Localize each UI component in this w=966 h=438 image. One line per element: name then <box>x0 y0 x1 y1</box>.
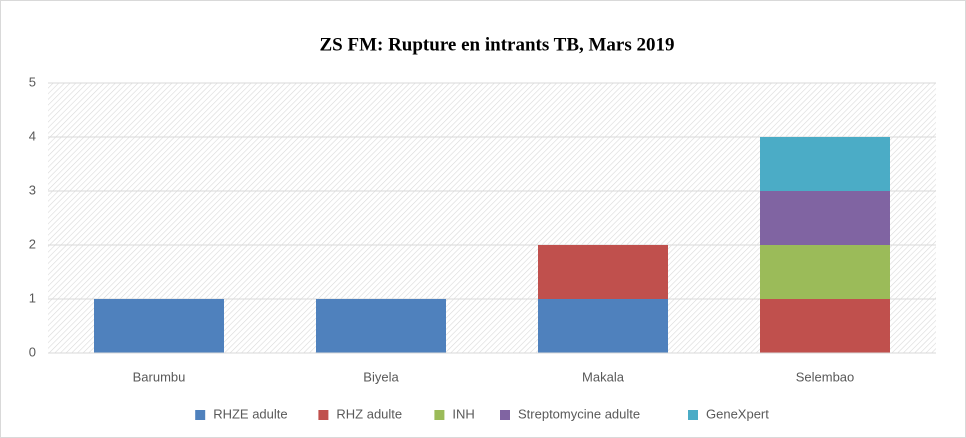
x-tick-label: Biyela <box>363 369 399 384</box>
legend-label: RHZ adulte <box>336 406 402 421</box>
bar-segment <box>760 137 890 191</box>
y-tick-label: 2 <box>29 236 36 251</box>
legend-swatch <box>688 410 698 420</box>
legend-label: Streptomycine adulte <box>518 406 640 421</box>
x-tick-label: Makala <box>582 369 625 384</box>
legend-label: RHZE adulte <box>213 406 287 421</box>
bar-segment <box>760 299 890 353</box>
x-tick-label: Barumbu <box>133 369 186 384</box>
legend-swatch <box>318 410 329 420</box>
legend-swatch <box>500 410 510 420</box>
x-tick-label: Selembao <box>796 369 855 384</box>
chart-title: ZS FM: Rupture en intrants TB, Mars 2019 <box>319 34 674 55</box>
bar-segment <box>760 245 890 299</box>
bar-segment <box>94 299 224 353</box>
y-tick-label: 5 <box>29 74 36 89</box>
legend-swatch <box>195 410 206 420</box>
bar-segment <box>538 245 668 299</box>
bar-segment <box>760 191 890 245</box>
y-tick-label: 3 <box>29 182 36 197</box>
bar-segment <box>316 299 446 353</box>
y-tick-label: 4 <box>29 128 36 143</box>
y-tick-label: 1 <box>29 290 36 305</box>
legend-label: GeneXpert <box>706 406 769 421</box>
y-tick-label: 0 <box>29 344 36 359</box>
bar-segment <box>538 299 668 353</box>
legend-label: INH <box>452 406 474 421</box>
legend-swatch <box>434 410 445 420</box>
